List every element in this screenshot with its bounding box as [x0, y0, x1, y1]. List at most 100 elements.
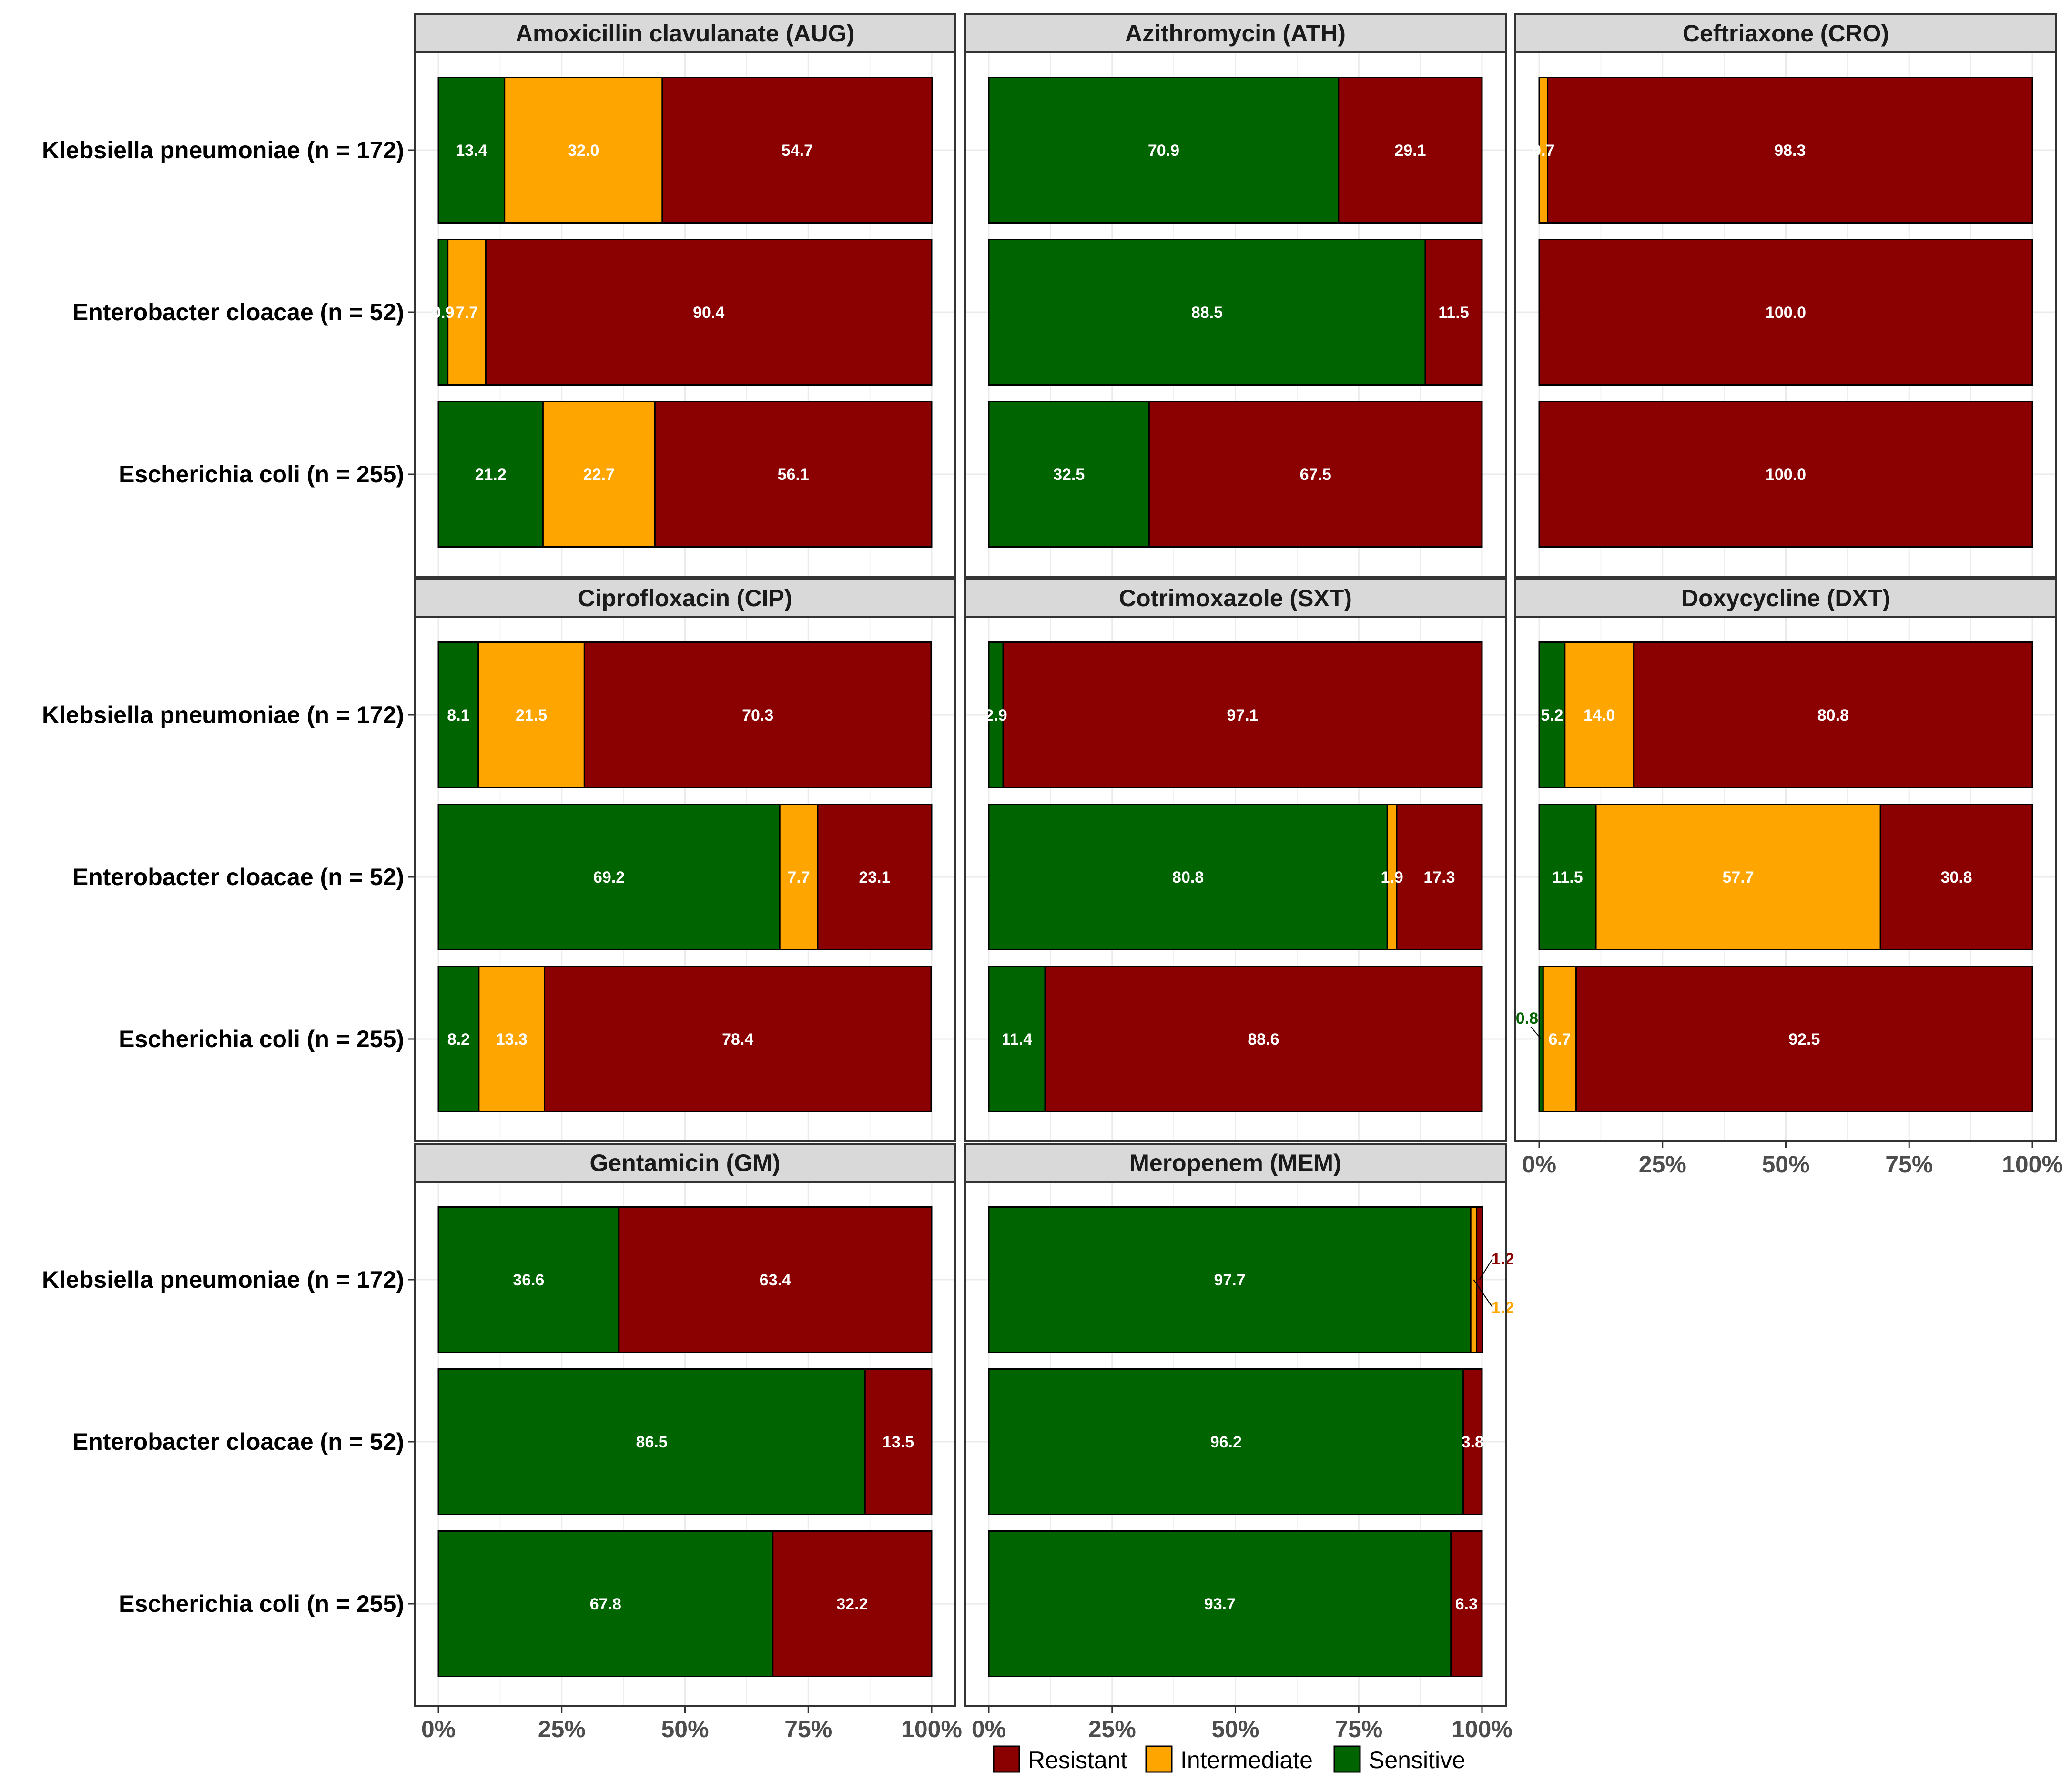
bar-segment-resistant — [1879, 804, 2033, 950]
label-leader-line — [1473, 1279, 1493, 1308]
bar-value-label: 3.8 — [1462, 1433, 1484, 1451]
x-axis-tick-label: 50% — [1211, 1716, 1259, 1742]
bar-value-label: 17.3 — [1423, 868, 1455, 886]
bar-value-label: 11.4 — [1002, 1030, 1032, 1049]
bar-value-label: 56.1 — [778, 466, 809, 484]
bar-segment-resistant — [1396, 804, 1483, 950]
panel-border — [964, 51, 1507, 578]
bar-value-label: 86.5 — [636, 1433, 668, 1451]
bar-segment-intermediate — [478, 966, 546, 1112]
panel-amoxicillin-clavulanate-aug: Amoxicillin clavulanate (AUG) 13.4 32.0 54.… — [42, 13, 956, 578]
bar-segment-resistant — [772, 1530, 933, 1677]
bar-segment-sensitive — [988, 804, 1388, 950]
bar-segment-resistant — [661, 77, 933, 224]
y-axis-label: Klebsiella pneumoniae (n = 172) — [42, 137, 404, 163]
bar-value-label: 69.2 — [593, 868, 625, 886]
bar-value-label: 0.8 — [1516, 1009, 1538, 1028]
bar-value-label: 36.6 — [513, 1271, 544, 1289]
bar-value-label: 32.2 — [836, 1595, 868, 1613]
x-axis-tick-label: 75% — [784, 1716, 832, 1742]
bar-segment-intermediate — [542, 401, 656, 548]
bar-value-label: 22.7 — [583, 466, 615, 484]
bar-value-label: 80.8 — [1817, 706, 1849, 724]
bar-value-label: 67.5 — [1300, 466, 1331, 484]
legend-label: Intermediate — [1180, 1747, 1313, 1773]
panel-ceftriaxone-cro: Ceftriaxone (CRO) 0.7 98.3 100.0 100.0 — [1514, 13, 2057, 578]
bar-segment-sensitive — [437, 804, 781, 950]
bar-segment-sensitive — [988, 1368, 1464, 1515]
y-axis-label: Enterobacter cloacae (n = 52) — [72, 1428, 404, 1455]
bar-value-label: 70.3 — [742, 706, 773, 724]
panel-strip — [1514, 578, 2057, 618]
bar-value-label: 6.7 — [1548, 1030, 1571, 1049]
panel-title: Gentamicin (GM) — [589, 1150, 780, 1176]
bar-value-label: 54.7 — [782, 142, 813, 160]
legend: Resistant Intermediate Sensitive — [993, 1745, 1465, 1773]
bar-segment-resistant — [485, 239, 933, 386]
x-axis-tick-label: 0% — [421, 1716, 456, 1742]
bar-segment-intermediate — [1564, 641, 1635, 788]
bar-value-label: 29.1 — [1394, 142, 1426, 160]
bar-segment-resistant — [1338, 77, 1483, 224]
bar-segment-sensitive — [988, 77, 1340, 224]
bar-segment-resistant — [1575, 966, 2033, 1112]
bar-segment-sensitive — [437, 1368, 866, 1515]
x-axis-tick-label: 100% — [2002, 1151, 2063, 1178]
bar-value-label: 0.7 — [1532, 142, 1554, 160]
bar-segment-resistant — [1633, 641, 2033, 788]
bar-segment-intermediate — [1595, 804, 1881, 950]
bar-value-label: 1.2 — [1492, 1250, 1514, 1268]
bar-value-label: 0.9 — [432, 304, 454, 322]
bar-segment-sensitive — [437, 1530, 774, 1677]
bar-value-label: 96.2 — [1210, 1433, 1242, 1451]
x-axis-tick-label: 75% — [1885, 1151, 1933, 1178]
bar-value-label: 93.7 — [1204, 1595, 1236, 1613]
bar-value-label: 80.8 — [1172, 868, 1204, 886]
bar-value-label: 8.1 — [447, 706, 469, 724]
panel-border — [414, 616, 956, 1142]
legend-swatch-resistant — [993, 1745, 1020, 1773]
bar-value-label: 67.8 — [590, 1595, 621, 1613]
bar-value-label: 70.9 — [1148, 142, 1179, 160]
bar-value-label: 6.3 — [1455, 1595, 1478, 1613]
x-axis-tick-label: 100% — [901, 1716, 962, 1742]
bar-value-label: 8.2 — [447, 1030, 470, 1049]
y-axis-label: Klebsiella pneumoniae (n = 172) — [42, 1266, 404, 1293]
bar-segment-sensitive — [988, 401, 1150, 548]
legend-swatch-sensitive — [1333, 1745, 1361, 1773]
bar-value-label: 13.5 — [883, 1433, 914, 1451]
bar-segment-sensitive — [988, 641, 1004, 788]
bar-value-label: 7.7 — [787, 868, 810, 886]
x-axis-tick-label: 50% — [1762, 1151, 1809, 1178]
x-axis-tick-label: 100% — [1452, 1716, 1513, 1742]
bar-value-label: 11.5 — [1438, 304, 1469, 322]
bar-segment-sensitive — [437, 641, 479, 788]
bar-value-label: 21.5 — [516, 706, 547, 724]
panel-title: Ceftriaxone (CRO) — [1683, 20, 1889, 47]
panel-cotrimoxazole-sxt: Cotrimoxazole (SXT) 2.9 97.1 80.8 1.9 17.3 11.… — [964, 578, 1507, 1142]
x-axis-tick-label: 50% — [661, 1716, 709, 1742]
bar-segment-resistant — [1002, 641, 1483, 788]
bar-value-label: 92.5 — [1788, 1030, 1820, 1049]
bar-value-label: 78.4 — [722, 1030, 753, 1049]
bar-segment-sensitive — [437, 401, 544, 548]
y-axis-label: Enterobacter cloacae (n = 52) — [72, 299, 404, 326]
panel-border — [414, 51, 956, 578]
panel-strip — [964, 578, 1507, 618]
panel-doxycycline-dxt: Doxycycline (DXT) 5.2 14.0 80.8 11.5 57.7 30.8… — [1514, 578, 2063, 1178]
x-axis-tick-label: 75% — [1335, 1716, 1382, 1742]
bar-value-label: 57.7 — [1723, 868, 1754, 886]
bar-value-label: 13.4 — [456, 142, 487, 160]
bar-value-label: 97.1 — [1227, 706, 1258, 724]
bar-value-label: 21.2 — [475, 466, 507, 484]
x-axis-tick-label: 25% — [1639, 1151, 1686, 1178]
bar-value-label: 1.9 — [1381, 868, 1403, 886]
panel-gentamicin-gm: Gentamicin (GM) 36.6 63.4 86.5 13.5 67.8 32.2 K… — [42, 1143, 962, 1742]
bar-segment-resistant — [583, 641, 932, 788]
panel-strip — [964, 13, 1507, 53]
bar-value-label: 5.2 — [1541, 706, 1563, 724]
bar-segment-intermediate — [779, 804, 819, 950]
bar-value-label: 23.1 — [859, 868, 890, 886]
